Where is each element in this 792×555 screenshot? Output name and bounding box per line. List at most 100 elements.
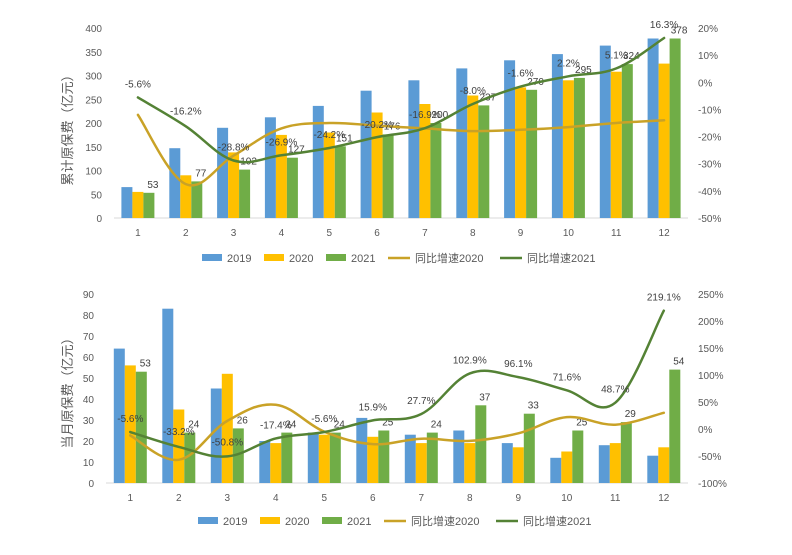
bar-2021	[378, 430, 390, 483]
x-tick-label: 9	[515, 493, 521, 504]
y2-tick-label: -50%	[698, 214, 721, 225]
bar-data-label: 25	[576, 418, 588, 429]
x-tick-label: 12	[659, 228, 671, 239]
legend-item: 2019	[198, 516, 247, 528]
x-tick-label: 8	[470, 228, 476, 239]
bar-data-label: 295	[575, 65, 592, 76]
bar-data-label: 29	[625, 409, 637, 420]
y-tick-label: 0	[88, 479, 94, 490]
bar-2020	[658, 63, 670, 218]
bar-2020	[221, 373, 233, 483]
legend-label: 2020	[289, 253, 313, 265]
bar-2019	[356, 417, 368, 483]
y2-tick-label: 20%	[698, 24, 718, 35]
legend-swatch	[264, 254, 284, 261]
bar-2021	[286, 157, 298, 218]
line-data-label: -16.9%	[409, 110, 441, 121]
x-tick-label: 6	[370, 493, 376, 504]
legend-label: 同比增速2020	[415, 251, 483, 265]
bar-2020	[512, 447, 524, 483]
y2-tick-label: -50%	[698, 452, 721, 463]
line-data-label: 71.6%	[553, 372, 581, 383]
line-data-label: -5.6%	[311, 414, 337, 425]
y2-tick-label: 10%	[698, 51, 718, 62]
bar-2019	[113, 348, 125, 483]
legend-item: 同比增速2021	[496, 514, 591, 528]
bar-2021	[475, 405, 487, 483]
bar-2021	[478, 105, 490, 218]
monthly-premium-chart: 当月原保费（亿元） 0 10 20 30 40 50 60 70 80 90 -100% -50% 0%…	[60, 290, 727, 528]
y2-tick-label: 250%	[698, 290, 724, 301]
bar-2021	[430, 123, 442, 218]
bar-data-label: 25	[382, 418, 394, 429]
x-tick-label: 5	[321, 493, 327, 504]
x-tick-label: 3	[224, 493, 230, 504]
legend-item: 同比增速2021	[500, 251, 595, 265]
bar-2020	[270, 443, 282, 483]
x-tick-label: 2	[183, 228, 189, 239]
line-data-label: 15.9%	[359, 402, 387, 413]
bar-2020	[132, 191, 144, 218]
line-data-label: -28.8%	[218, 143, 250, 154]
bar-2019	[307, 432, 319, 483]
bar-2021	[329, 432, 341, 483]
bar-2019	[210, 388, 222, 483]
bar-2019	[169, 148, 181, 218]
bar-2020	[561, 451, 573, 483]
y2-tick-label: 50%	[698, 398, 718, 409]
bar-2020	[419, 104, 431, 218]
y2-tick-label: -10%	[698, 105, 721, 116]
bar-2021	[523, 413, 535, 483]
bar-2019	[264, 117, 276, 218]
y2-tick-label: 100%	[698, 371, 724, 382]
bar-2020	[367, 436, 379, 483]
bar-data-label: 24	[285, 420, 297, 431]
line-data-label: -5.6%	[117, 414, 143, 425]
bar-2021	[334, 146, 346, 218]
x-tick-label: 10	[561, 493, 573, 504]
bar-2021	[135, 371, 147, 483]
bar-2020	[464, 443, 476, 483]
y-tick-label: 250	[85, 95, 102, 106]
line-data-label: -26.9%	[266, 137, 298, 148]
y2-tick-label: -100%	[698, 479, 727, 490]
x-tick-label: 1	[135, 228, 141, 239]
legend-swatch	[198, 517, 218, 524]
y2-tick-label: -40%	[698, 187, 721, 198]
bar-2021	[239, 169, 251, 218]
bar-2021	[572, 430, 584, 483]
bar-2019	[551, 54, 563, 218]
bar-2019	[312, 105, 324, 218]
bar-data-label: 127	[288, 145, 305, 156]
y2-tick-label: -20%	[698, 133, 721, 144]
bar-2019	[501, 443, 513, 483]
legend-swatch	[260, 517, 280, 524]
y2-tick-label: 150%	[698, 344, 724, 355]
legend-swatch	[326, 254, 346, 261]
legend-label: 同比增速2020	[411, 514, 479, 528]
y2-tick-label: 200%	[698, 317, 724, 328]
line-data-label: 48.7%	[601, 385, 629, 396]
bar-2020	[323, 132, 335, 218]
bar-data-label: 378	[671, 26, 688, 37]
y-tick-label: 200	[85, 119, 102, 130]
y-tick-label: 100	[85, 167, 102, 178]
y-tick-label: 50	[91, 190, 103, 201]
legend-swatch	[322, 517, 342, 524]
bar-data-label: 33	[528, 401, 540, 412]
x-tick-label: 12	[658, 493, 670, 504]
bar-2019	[599, 45, 611, 218]
bar-2021	[232, 428, 244, 483]
bar-2020	[318, 434, 330, 483]
bar-data-label: 24	[188, 420, 200, 431]
legend-label: 2021	[351, 253, 375, 265]
line-data-label: -8.0%	[460, 86, 486, 97]
bar-2021	[184, 432, 196, 483]
line-同比增速2021	[136, 36, 666, 164]
bar-2020	[124, 365, 136, 483]
line-同比增速2020	[129, 403, 666, 462]
bar-2019	[456, 68, 468, 219]
bar-2019	[453, 430, 465, 483]
